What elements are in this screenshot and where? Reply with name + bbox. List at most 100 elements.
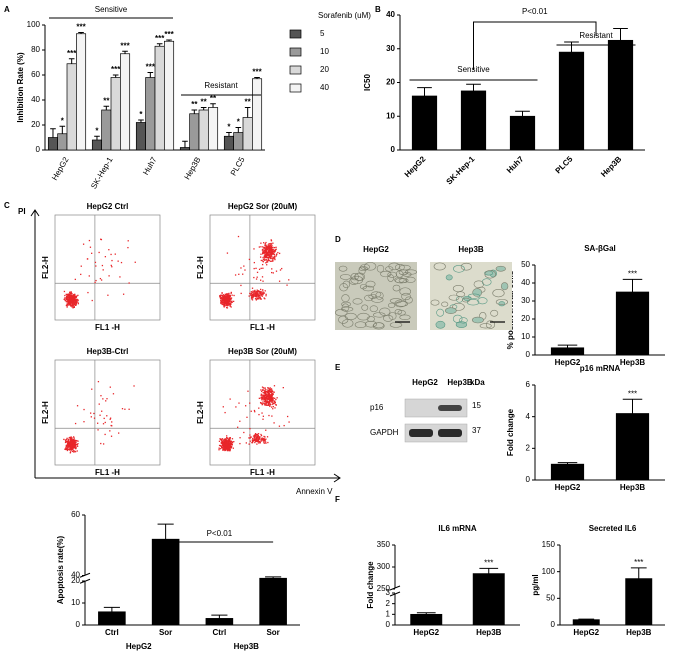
dot: [266, 252, 268, 255]
dot: [272, 258, 274, 260]
dot: [264, 256, 266, 258]
cell: [462, 297, 470, 303]
y-tick-label: 2: [386, 599, 391, 608]
cells: [430, 262, 509, 329]
dot: [267, 404, 269, 406]
dot: [267, 247, 269, 249]
bar: [151, 538, 180, 626]
dot: [271, 389, 273, 391]
dot: [270, 394, 272, 396]
dot: [273, 397, 276, 399]
blot-row-label: p16: [370, 403, 384, 412]
dot: [72, 439, 74, 441]
dot: [265, 250, 267, 252]
cell: [395, 278, 408, 284]
significance: ***: [628, 270, 637, 279]
dot: [67, 440, 69, 442]
dot: [224, 440, 226, 442]
significance: ***: [484, 558, 493, 567]
legend-swatch: [289, 47, 302, 57]
bar: [110, 77, 121, 151]
dot: [226, 445, 228, 447]
dot: [94, 281, 96, 284]
dot: [265, 253, 267, 255]
dot: [75, 295, 78, 297]
bar: [198, 109, 209, 151]
dot: [71, 441, 73, 443]
flow-plot-frame: [54, 214, 161, 321]
dot: [229, 441, 231, 444]
dot: [71, 450, 74, 453]
cell: [460, 262, 473, 271]
dot: [75, 297, 77, 299]
dot: [262, 439, 265, 441]
dot: [65, 301, 68, 303]
error-bar: [417, 87, 432, 96]
dot: [233, 440, 235, 443]
dot: [265, 254, 267, 256]
dot: [222, 442, 225, 444]
dot: [267, 402, 269, 404]
dot: [266, 392, 269, 394]
dot: [69, 293, 71, 296]
dot: [249, 437, 251, 439]
dot: [227, 438, 229, 440]
dot: [268, 256, 270, 258]
dot: [230, 444, 232, 446]
dot: [67, 304, 70, 306]
dot: [270, 245, 273, 248]
dot: [266, 404, 269, 406]
dot: [252, 291, 255, 293]
dot: [264, 393, 267, 395]
dot: [270, 251, 272, 254]
dot: [253, 437, 255, 439]
dot: [272, 260, 274, 262]
dot: [256, 436, 259, 438]
dot: [265, 250, 268, 253]
dot: [269, 397, 271, 399]
significance: *: [139, 110, 143, 119]
blot-kda: 15: [472, 401, 481, 410]
dot: [262, 256, 264, 259]
dot: [232, 447, 234, 449]
dot: [260, 393, 263, 395]
dot: [74, 441, 76, 443]
cell: [387, 271, 398, 278]
dot: [266, 256, 268, 259]
dot: [72, 444, 74, 446]
dot: [249, 436, 252, 438]
bar: [57, 133, 68, 151]
error-bar: [515, 110, 530, 117]
dot: [271, 395, 273, 397]
dot: [267, 389, 270, 392]
y-tick-label: 0: [36, 145, 41, 154]
image-label: HepG2: [363, 245, 389, 254]
error-bar: [210, 103, 216, 108]
dot: [104, 433, 106, 436]
dot: [267, 441, 269, 444]
dot: [260, 259, 262, 262]
significance: **: [210, 94, 217, 103]
legend-swatch: [289, 29, 302, 39]
error-bar: [479, 567, 499, 574]
cell: [452, 285, 464, 292]
dot: [226, 297, 228, 299]
blot-kda: 37: [472, 426, 481, 435]
dot: [66, 438, 68, 441]
dot: [73, 438, 75, 441]
dot: [266, 254, 268, 256]
dot: [263, 442, 265, 444]
dot: [64, 447, 67, 449]
dot: [75, 447, 77, 450]
dot: [230, 303, 232, 306]
y-axis-label: Apoptosis rate(%): [56, 535, 65, 604]
dot: [260, 438, 262, 441]
dot: [248, 443, 250, 445]
dot: [72, 302, 74, 304]
dot: [267, 392, 270, 395]
dot: [228, 292, 230, 295]
significance: *: [237, 118, 241, 127]
dot: [224, 449, 226, 452]
dot: [269, 243, 271, 245]
dot: [256, 443, 258, 445]
